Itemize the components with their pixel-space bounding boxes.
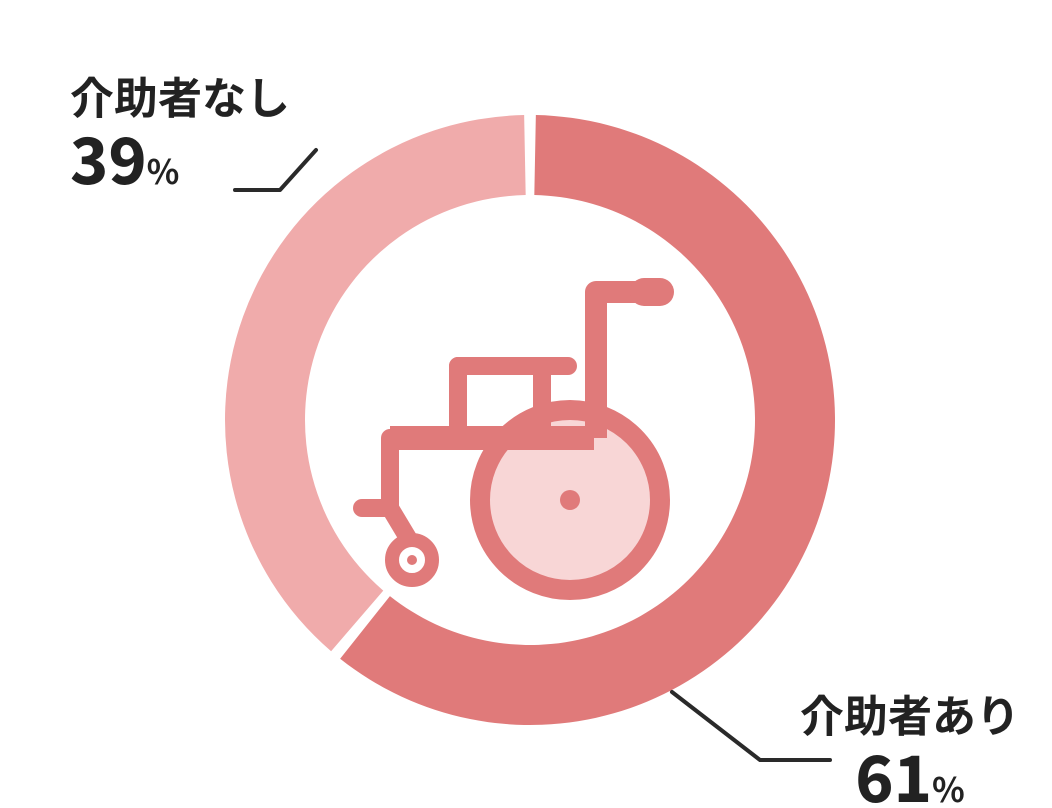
- chart-stage: 介助者なし 39% 介助者あり 61%: [0, 0, 1052, 808]
- label-with-value: 61: [855, 729, 932, 808]
- label-without-value-row: 39%: [70, 121, 290, 195]
- donut-slice-without: [225, 115, 526, 651]
- label-without-pct: %: [147, 145, 180, 194]
- label-without-value: 39: [70, 111, 147, 203]
- label-with-value-row: 61%: [800, 739, 1020, 808]
- label-without-caregiver: 介助者なし 39%: [70, 70, 290, 194]
- label-with-caregiver: 介助者あり 61%: [800, 688, 1020, 808]
- label-with-pct: %: [932, 763, 965, 808]
